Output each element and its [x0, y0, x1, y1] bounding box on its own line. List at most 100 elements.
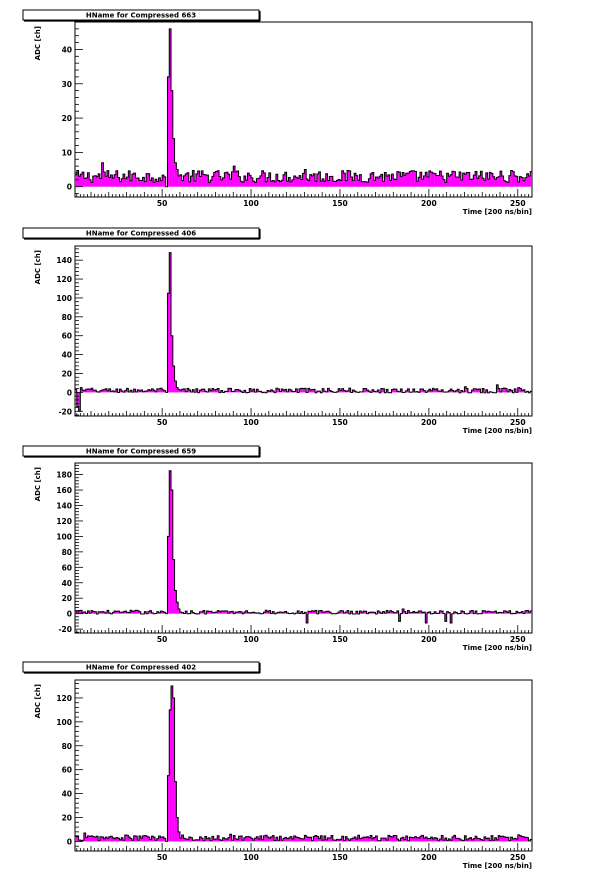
y-axis-title: ADC [ch]	[34, 250, 42, 284]
histogram-bar	[448, 612, 451, 614]
histogram-bar	[144, 835, 147, 842]
histogram-bar	[172, 365, 175, 393]
histogram-bar	[526, 391, 529, 393]
histogram-bar	[75, 611, 77, 614]
histogram-bar	[403, 175, 406, 187]
histogram-bar	[284, 172, 287, 187]
histogram-bar	[329, 838, 332, 842]
histogram-bar	[512, 838, 515, 842]
y-tick-label: 10	[62, 148, 72, 157]
histogram-bar	[375, 177, 378, 187]
histogram-bar	[483, 180, 486, 187]
histogram-bar	[117, 611, 120, 614]
histogram-bar	[144, 391, 147, 393]
histogram-bars	[75, 685, 532, 842]
histogram-bar	[519, 176, 522, 187]
histogram-bar	[382, 181, 385, 187]
histogram-bar	[252, 612, 255, 614]
histogram-bar	[364, 837, 367, 842]
histogram-bar	[341, 610, 344, 614]
histogram-bar	[94, 390, 97, 393]
histogram-bars	[75, 470, 532, 624]
histogram-bar	[505, 837, 508, 842]
histogram-bar	[325, 173, 328, 187]
histogram-bar	[469, 837, 472, 842]
histogram-bar	[499, 836, 502, 842]
histogram-bar	[286, 838, 289, 842]
histogram-bar	[187, 839, 189, 842]
histogram-bar	[327, 180, 330, 187]
histogram-bar	[231, 840, 234, 842]
histogram-bar	[459, 172, 462, 187]
histogram-bar	[329, 390, 332, 393]
histogram-bar	[283, 612, 285, 614]
histogram-bar	[341, 388, 344, 393]
histogram-bar	[496, 177, 499, 187]
histogram-bar	[158, 835, 161, 842]
histogram-bar	[503, 180, 506, 187]
histogram-bar	[386, 176, 389, 187]
histogram-bar	[137, 177, 140, 187]
histogram-bar	[206, 838, 209, 842]
histogram-bar	[178, 609, 181, 614]
histogram-bar	[350, 611, 353, 614]
x-tick-label: 100	[243, 635, 259, 644]
histogram-bar	[288, 177, 291, 187]
histogram-bar	[300, 611, 303, 614]
histogram-bar	[163, 390, 166, 393]
histogram-bar	[288, 837, 291, 842]
histogram-bar	[119, 389, 122, 393]
histogram-bar	[382, 388, 385, 393]
histogram-bar	[78, 610, 81, 614]
histogram-bar	[110, 391, 113, 393]
histogram-bar	[528, 175, 531, 187]
histogram-bar	[192, 612, 195, 614]
histogram-bar	[496, 839, 499, 842]
histogram-bar	[414, 836, 417, 842]
histogram-bar	[322, 840, 325, 842]
histogram-bar	[268, 172, 271, 187]
histogram-bar	[304, 835, 307, 842]
histogram-bar	[281, 840, 284, 842]
histogram-bar	[236, 389, 239, 393]
histogram-bar	[124, 834, 127, 842]
histogram-bar	[99, 178, 102, 187]
histogram-bar	[512, 171, 515, 187]
histogram-bar	[80, 840, 83, 842]
histogram-bar	[338, 388, 341, 393]
histogram-bar	[462, 611, 465, 614]
histogram-bar	[171, 335, 173, 393]
histogram-bar	[238, 390, 241, 393]
histogram-bar	[455, 612, 458, 614]
histogram-bar	[501, 176, 504, 187]
y-tick-label: 40	[62, 45, 72, 54]
histogram-bar	[174, 162, 177, 187]
histogram-bar	[91, 182, 93, 187]
histogram-bar	[300, 838, 303, 842]
histogram-bar	[252, 389, 255, 393]
histogram-bar	[268, 391, 271, 393]
histogram-bar	[354, 837, 357, 842]
histogram-bar	[327, 837, 330, 842]
histogram-bar	[348, 388, 351, 393]
histogram-bar	[265, 610, 268, 614]
histogram-bar	[199, 611, 202, 614]
histogram-bar	[478, 388, 481, 393]
histogram-bar	[107, 610, 109, 614]
y-tick-label: 100	[56, 718, 72, 727]
histogram-bar	[98, 173, 101, 187]
histogram-bar	[427, 390, 430, 393]
histogram-bar	[89, 389, 92, 393]
histogram-bar	[379, 612, 381, 614]
histogram-bar	[261, 839, 264, 842]
histogram-bar	[146, 390, 149, 393]
histogram-bar	[403, 611, 406, 614]
histogram-bar	[83, 178, 86, 187]
histogram-bar	[192, 840, 195, 842]
histogram-bar	[89, 836, 92, 842]
histogram-bar	[258, 178, 261, 187]
histogram-bar	[402, 609, 405, 614]
histogram-bar	[87, 835, 90, 842]
histogram-bar	[151, 177, 154, 187]
histogram-bar	[526, 610, 529, 614]
